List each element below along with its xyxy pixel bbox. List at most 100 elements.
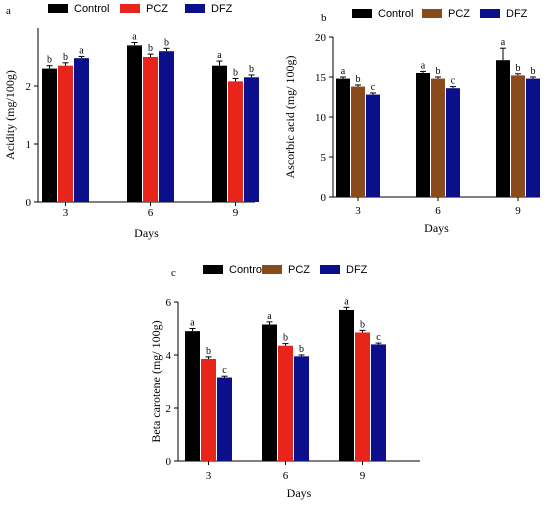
legend-swatch: [480, 9, 500, 18]
significance-letter: a: [267, 311, 272, 322]
significance-letter: c: [222, 365, 227, 376]
bar: [42, 68, 57, 202]
significance-letter: b: [233, 67, 238, 78]
significance-letter: b: [249, 64, 254, 75]
significance-letter: b: [206, 346, 211, 357]
significance-letter: b: [360, 319, 365, 330]
legend-swatch: [320, 265, 340, 274]
bar: [143, 57, 158, 202]
y-tick-label: 15: [315, 72, 327, 84]
y-tick-label: 5: [321, 152, 327, 164]
legend-swatch: [120, 4, 140, 13]
bar: [278, 345, 293, 461]
x-tick-label: 6: [283, 470, 289, 482]
legend-entry: PCZ: [448, 8, 470, 20]
bar: [416, 73, 430, 197]
legend-entry: Control: [378, 8, 413, 20]
legend-entry: PCZ: [146, 3, 168, 15]
y-axis-title: Beta carotene (mg/ 100g): [149, 320, 163, 442]
x-tick-label: 9: [233, 207, 239, 219]
bar: [201, 358, 216, 461]
x-tick-label: 3: [63, 207, 69, 219]
y-tick-label: 0: [321, 192, 327, 204]
panel-letter: c: [171, 267, 176, 279]
significance-letter: c: [376, 332, 381, 343]
significance-letter: a: [341, 66, 346, 77]
x-axis-title: Days: [287, 486, 312, 500]
bar: [228, 81, 243, 202]
bar: [127, 45, 142, 203]
legend-entry: PCZ: [288, 264, 310, 276]
y-axis-title: Acidity (mg/100g): [3, 70, 17, 160]
significance-letter: b: [299, 344, 304, 355]
legend-entry: DFZ: [346, 264, 368, 276]
y-tick-label: 0: [26, 197, 32, 209]
bar: [58, 65, 73, 202]
significance-letter: a: [132, 32, 137, 43]
significance-letter: a: [344, 296, 349, 307]
significance-letter: b: [283, 333, 288, 344]
significance-letter: a: [421, 60, 426, 71]
y-tick-label: 1: [26, 139, 32, 151]
bar: [366, 94, 380, 197]
bar: [74, 58, 89, 202]
significance-letter: b: [63, 52, 68, 63]
legend-swatch: [352, 9, 372, 18]
bar: [431, 78, 445, 197]
significance-letter: b: [356, 74, 361, 85]
legend-swatch: [262, 265, 282, 274]
bar: [212, 65, 227, 202]
legend-entry: DFZ: [506, 8, 528, 20]
bar: [339, 309, 354, 461]
bar: [511, 75, 525, 197]
y-tick-label: 2: [166, 403, 172, 415]
bar: [496, 60, 510, 198]
x-tick-label: 3: [206, 470, 212, 482]
significance-letter: b: [516, 63, 521, 74]
significance-letter: a: [217, 50, 222, 61]
y-tick-label: 6: [166, 297, 172, 309]
legend-entry: DFZ: [211, 3, 233, 15]
bar: [336, 78, 350, 197]
bar: [351, 86, 365, 197]
y-tick-label: 0: [166, 456, 172, 468]
x-tick-label: 6: [148, 207, 154, 219]
y-tick-label: 4: [166, 350, 172, 362]
y-tick-label: 10: [315, 112, 327, 124]
x-axis-title: Days: [134, 226, 159, 240]
y-tick-label: 2: [26, 81, 32, 93]
panel-letter: b: [321, 12, 327, 24]
x-tick-label: 9: [360, 470, 366, 482]
legend-entry: Control: [229, 264, 264, 276]
panel-letter: a: [6, 5, 11, 17]
x-tick-label: 6: [435, 205, 441, 217]
bar: [185, 331, 200, 461]
bar: [159, 51, 174, 203]
significance-letter: c: [451, 76, 456, 87]
significance-letter: a: [501, 37, 506, 48]
bar: [217, 377, 232, 461]
bar: [371, 344, 386, 461]
bar: [355, 332, 370, 461]
legend-entry: Control: [74, 3, 109, 15]
significance-letter: a: [79, 45, 84, 56]
bar: [526, 78, 540, 197]
x-tick-label: 9: [515, 205, 521, 217]
legend-swatch: [422, 9, 442, 18]
y-axis-title: Ascorbic acid (mg/ 100g): [283, 56, 297, 179]
significance-letter: b: [436, 66, 441, 77]
y-tick-label: 20: [315, 32, 327, 44]
legend-swatch: [48, 4, 68, 13]
significance-letter: a: [190, 318, 195, 329]
bar: [244, 77, 259, 202]
significance-letter: b: [531, 66, 536, 77]
x-axis-title: Days: [424, 221, 449, 235]
bar: [446, 88, 460, 197]
significance-letter: c: [371, 82, 376, 93]
significance-letter: b: [148, 43, 153, 54]
legend-swatch: [185, 4, 205, 13]
